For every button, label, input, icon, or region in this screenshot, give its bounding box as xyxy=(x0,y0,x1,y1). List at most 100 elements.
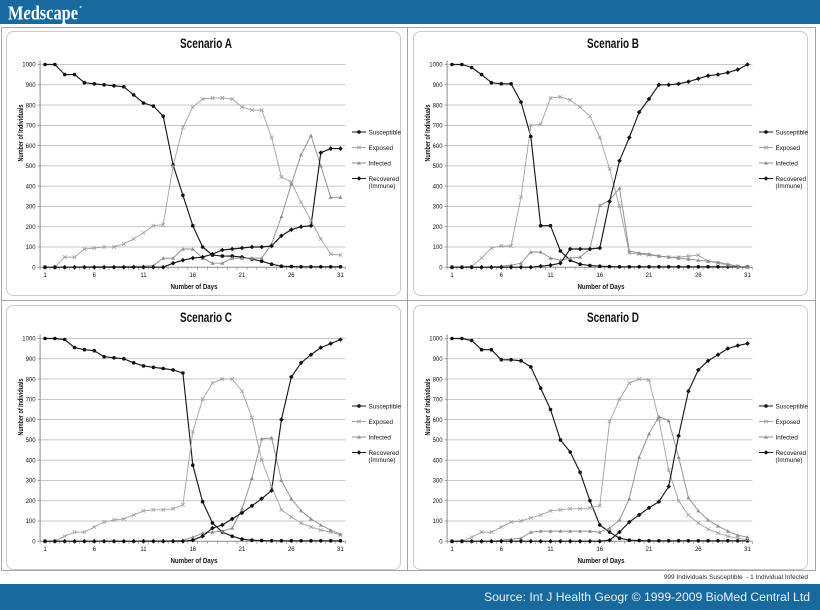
svg-text:Scenario D: Scenario D xyxy=(587,310,639,325)
svg-text:Susceptible: Susceptible xyxy=(776,129,809,136)
svg-text:Susceptible: Susceptible xyxy=(369,403,402,410)
svg-text:Scenario C: Scenario C xyxy=(180,310,232,325)
svg-text:21: 21 xyxy=(646,547,653,553)
svg-text:100: 100 xyxy=(26,519,37,525)
svg-text:900: 900 xyxy=(26,356,37,362)
svg-text:700: 700 xyxy=(26,124,37,130)
svg-text:Recovered: Recovered xyxy=(369,449,400,456)
svg-text:(Immune): (Immune) xyxy=(776,456,803,463)
svg-text:Infected: Infected xyxy=(776,434,799,441)
svg-text:Number of Individuals: Number of Individuals xyxy=(18,104,25,161)
svg-text:800: 800 xyxy=(26,103,37,109)
svg-text:400: 400 xyxy=(26,458,37,464)
svg-text:1: 1 xyxy=(450,273,454,279)
svg-text:0: 0 xyxy=(439,265,443,271)
svg-text:600: 600 xyxy=(433,417,444,423)
svg-text:Scenario A: Scenario A xyxy=(180,36,232,51)
svg-text:16: 16 xyxy=(596,273,603,279)
svg-text:16: 16 xyxy=(189,273,196,279)
svg-text:900: 900 xyxy=(433,83,444,89)
svg-text:Susceptible: Susceptible xyxy=(369,129,402,136)
svg-text:500: 500 xyxy=(26,438,37,444)
svg-text:0: 0 xyxy=(439,539,443,545)
svg-text:Recovered: Recovered xyxy=(776,176,807,183)
svg-text:400: 400 xyxy=(433,458,444,464)
svg-text:500: 500 xyxy=(26,164,37,170)
svg-text:Number of Days: Number of Days xyxy=(171,556,218,565)
svg-text:26: 26 xyxy=(695,547,702,553)
svg-text:16: 16 xyxy=(189,547,196,553)
svg-text:(Immune): (Immune) xyxy=(776,183,803,190)
svg-text:6: 6 xyxy=(500,273,504,279)
svg-text:300: 300 xyxy=(26,205,37,211)
svg-text:1: 1 xyxy=(43,273,47,279)
svg-text:900: 900 xyxy=(26,83,37,89)
svg-text:Medscape: Medscape xyxy=(8,4,78,25)
svg-text:600: 600 xyxy=(433,144,444,150)
svg-text:100: 100 xyxy=(26,245,37,251)
svg-text:Exposed: Exposed xyxy=(776,145,801,152)
svg-text:800: 800 xyxy=(433,103,444,109)
svg-text:300: 300 xyxy=(433,205,444,211)
svg-text:21: 21 xyxy=(646,273,653,279)
svg-text:300: 300 xyxy=(26,478,37,484)
svg-text:700: 700 xyxy=(26,397,37,403)
svg-text:Exposed: Exposed xyxy=(369,145,394,152)
svg-text:Number of Days: Number of Days xyxy=(578,556,625,565)
svg-text:26: 26 xyxy=(695,273,702,279)
svg-text:1000: 1000 xyxy=(22,63,36,69)
svg-text:0: 0 xyxy=(32,539,36,545)
svg-text:31: 31 xyxy=(744,273,751,279)
svg-text:Scenario B: Scenario B xyxy=(587,36,639,51)
svg-text:Infected: Infected xyxy=(369,160,392,167)
svg-text:700: 700 xyxy=(433,397,444,403)
svg-text:400: 400 xyxy=(433,184,444,190)
svg-text:1000: 1000 xyxy=(429,336,443,342)
svg-text:Exposed: Exposed xyxy=(776,418,801,425)
svg-text:11: 11 xyxy=(140,547,147,553)
svg-text:800: 800 xyxy=(26,377,37,383)
svg-text:(Immune): (Immune) xyxy=(369,456,396,463)
svg-text:200: 200 xyxy=(433,225,444,231)
svg-text:0: 0 xyxy=(32,265,36,271)
svg-text:Recovered: Recovered xyxy=(776,449,807,456)
svg-text:100: 100 xyxy=(433,245,444,251)
svg-text:900: 900 xyxy=(433,356,444,362)
svg-text:6: 6 xyxy=(93,547,97,553)
svg-text:Exposed: Exposed xyxy=(369,418,394,425)
svg-text:26: 26 xyxy=(288,547,295,553)
svg-text:100: 100 xyxy=(433,519,444,525)
svg-text:11: 11 xyxy=(547,273,554,279)
svg-text:6: 6 xyxy=(93,273,97,279)
svg-text:800: 800 xyxy=(433,377,444,383)
svg-text:1: 1 xyxy=(450,547,454,553)
svg-text:400: 400 xyxy=(26,184,37,190)
svg-text:700: 700 xyxy=(433,124,444,130)
svg-text:200: 200 xyxy=(26,225,37,231)
svg-text:31: 31 xyxy=(337,547,344,553)
svg-text:1: 1 xyxy=(43,547,47,553)
svg-text:21: 21 xyxy=(239,547,246,553)
svg-text:Number of Individuals: Number of Individuals xyxy=(18,378,25,435)
svg-text:200: 200 xyxy=(433,498,444,504)
svg-text:1000: 1000 xyxy=(429,63,443,69)
svg-text:Recovered: Recovered xyxy=(369,176,400,183)
svg-text:Number of Individuals: Number of Individuals xyxy=(425,104,432,161)
svg-text:1000: 1000 xyxy=(22,336,36,342)
svg-text:300: 300 xyxy=(433,478,444,484)
svg-text:600: 600 xyxy=(26,417,37,423)
svg-text:Infected: Infected xyxy=(369,434,392,441)
svg-text:Number of Individuals: Number of Individuals xyxy=(425,378,432,435)
svg-text:16: 16 xyxy=(596,547,603,553)
svg-text:11: 11 xyxy=(547,547,554,553)
svg-text:500: 500 xyxy=(433,438,444,444)
svg-text:500: 500 xyxy=(433,164,444,170)
svg-text:26: 26 xyxy=(288,273,295,279)
svg-text:11: 11 xyxy=(140,273,147,279)
svg-text:21: 21 xyxy=(239,273,246,279)
svg-text:Number of Days: Number of Days xyxy=(171,282,218,291)
svg-text:200: 200 xyxy=(26,498,37,504)
svg-text:6: 6 xyxy=(500,547,504,553)
svg-text:600: 600 xyxy=(26,144,37,150)
svg-text:31: 31 xyxy=(337,273,344,279)
